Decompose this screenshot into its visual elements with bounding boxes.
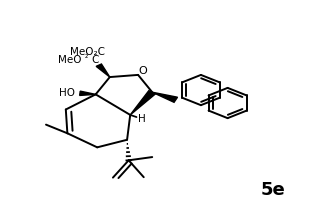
- Text: HO: HO: [59, 88, 75, 98]
- Text: MeO₂C: MeO₂C: [70, 47, 105, 57]
- Text: C: C: [91, 55, 98, 65]
- Polygon shape: [96, 64, 110, 77]
- Text: 5e: 5e: [261, 180, 286, 198]
- Text: H: H: [138, 114, 146, 124]
- Polygon shape: [130, 91, 156, 115]
- Text: ₂: ₂: [85, 51, 88, 60]
- Text: O: O: [139, 65, 147, 76]
- Polygon shape: [80, 91, 96, 95]
- Polygon shape: [152, 92, 178, 102]
- Text: MeO: MeO: [58, 55, 81, 65]
